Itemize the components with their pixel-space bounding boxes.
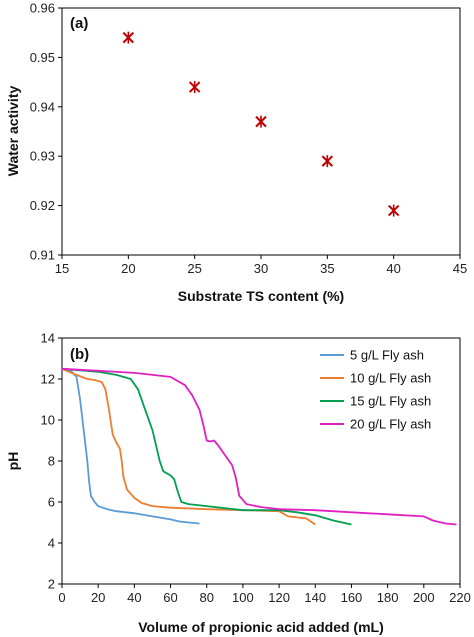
- legend-item: 15 g/L Fly ash: [320, 394, 431, 409]
- panel-b-x-tick-label: 80: [199, 590, 213, 605]
- panel-b-y-tick-label: 12: [41, 372, 55, 387]
- panel-a-water-activity-chart: (a) 15 20 25 30 35 40 45 0.910.920.930.940.950…: [5, 1, 467, 305]
- panel-a-y-tick-label: 0.92: [30, 198, 55, 213]
- panel-b-y-tick-label: 10: [41, 413, 55, 428]
- panel-b-y-ticks: 2 4 6 8 10 12 14: [41, 331, 62, 592]
- panel-a-data-points: [122, 31, 400, 217]
- panel-b-x-tick-label: 200: [413, 590, 435, 605]
- series-line-1: [61, 367, 200, 525]
- panel-b-x-tick-label: 100: [232, 590, 254, 605]
- data-point-marker: [122, 31, 135, 44]
- panel-b-x-tick-label: 180: [377, 590, 399, 605]
- panel-a-x-ticks: 15 20 25 30 35 40 45: [55, 255, 467, 276]
- panel-b-legend: 5 g/L Fly ash 10 g/L Fly ash 15 g/L Fly as…: [320, 348, 431, 432]
- panel-b-y-tick-label: 6: [48, 495, 55, 510]
- panel-b-x-ticks: 0 20 40 60 80 100 120 140 160 180 200 220: [58, 584, 471, 605]
- panel-a-x-tick-label: 35: [320, 261, 334, 276]
- legend-item: 20 g/L Fly ash: [320, 417, 431, 432]
- legend-label: 5 g/L Fly ash: [350, 348, 424, 363]
- panel-a-y-tick-label: 0.95: [30, 50, 55, 65]
- series-line-4: [61, 367, 457, 526]
- panel-b-series-lines: [61, 367, 457, 526]
- legend-item: 5 g/L Fly ash: [320, 348, 424, 363]
- panel-a-y-tick-label: 0.96: [30, 1, 55, 16]
- data-point-marker: [188, 81, 201, 94]
- data-point-marker: [387, 204, 400, 217]
- panel-b-y-tick-label: 4: [48, 536, 55, 551]
- panel-a-x-tick-label: 15: [55, 261, 69, 276]
- panel-a-x-tick-label: 30: [254, 261, 268, 276]
- panel-b-y-tick-label: 2: [48, 577, 55, 592]
- panel-b-x-tick-label: 20: [91, 590, 105, 605]
- panel-b-x-tick-label: 120: [268, 590, 290, 605]
- panel-a-y-ticks: 0.91 0.92 0.93 0.94 0.95 0.96: [30, 1, 62, 263]
- series-line-2: [61, 367, 316, 526]
- panel-b-y-tick-label: 14: [41, 331, 55, 346]
- series-line-3: [61, 367, 352, 526]
- legend-item: 10 g/L Fly ash: [320, 371, 431, 386]
- data-point-marker: [321, 155, 334, 168]
- panel-b-x-axis-title: Volume of propionic acid added (mL): [138, 619, 384, 635]
- panel-b-y-axis-title: pH: [5, 452, 21, 471]
- panel-a-plot-area: [61, 7, 461, 256]
- panel-a-y-axis-title: Water activity: [5, 86, 21, 177]
- panel-a-x-tick-label: 40: [386, 261, 400, 276]
- panel-a-x-axis-title: Substrate TS content (%): [178, 288, 344, 304]
- panel-a-y-tick-label: 0.94: [30, 99, 55, 114]
- panel-b-x-tick-label: 140: [304, 590, 326, 605]
- panel-a-x-tick-label: 20: [121, 261, 135, 276]
- panel-b-x-tick-label: 160: [341, 590, 363, 605]
- panel-a-y-tick-label: 0.93: [30, 149, 55, 164]
- panel-b-ph-titration-chart: (b) 0 20 40 60 80 100 120 140 160 180 200 220 2 4 6 8 1…: [5, 331, 471, 636]
- panel-a-label: (a): [70, 15, 88, 32]
- panel-a-x-tick-label: 45: [453, 261, 467, 276]
- panel-b-label: (b): [70, 346, 89, 363]
- panel-b-x-tick-label: 0: [58, 590, 65, 605]
- panel-b-x-tick-label: 60: [163, 590, 177, 605]
- panel-a-x-tick-label: 25: [187, 261, 201, 276]
- legend-label: 15 g/L Fly ash: [350, 394, 431, 409]
- panel-b-x-tick-label: 220: [449, 590, 471, 605]
- panel-a-y-tick-label: 0.91: [30, 248, 55, 263]
- legend-label: 10 g/L Fly ash: [350, 371, 431, 386]
- legend-label: 20 g/L Fly ash: [350, 417, 431, 432]
- panel-b-y-tick-label: 8: [48, 454, 55, 469]
- panel-b-x-tick-label: 40: [127, 590, 141, 605]
- data-point-marker: [255, 115, 267, 128]
